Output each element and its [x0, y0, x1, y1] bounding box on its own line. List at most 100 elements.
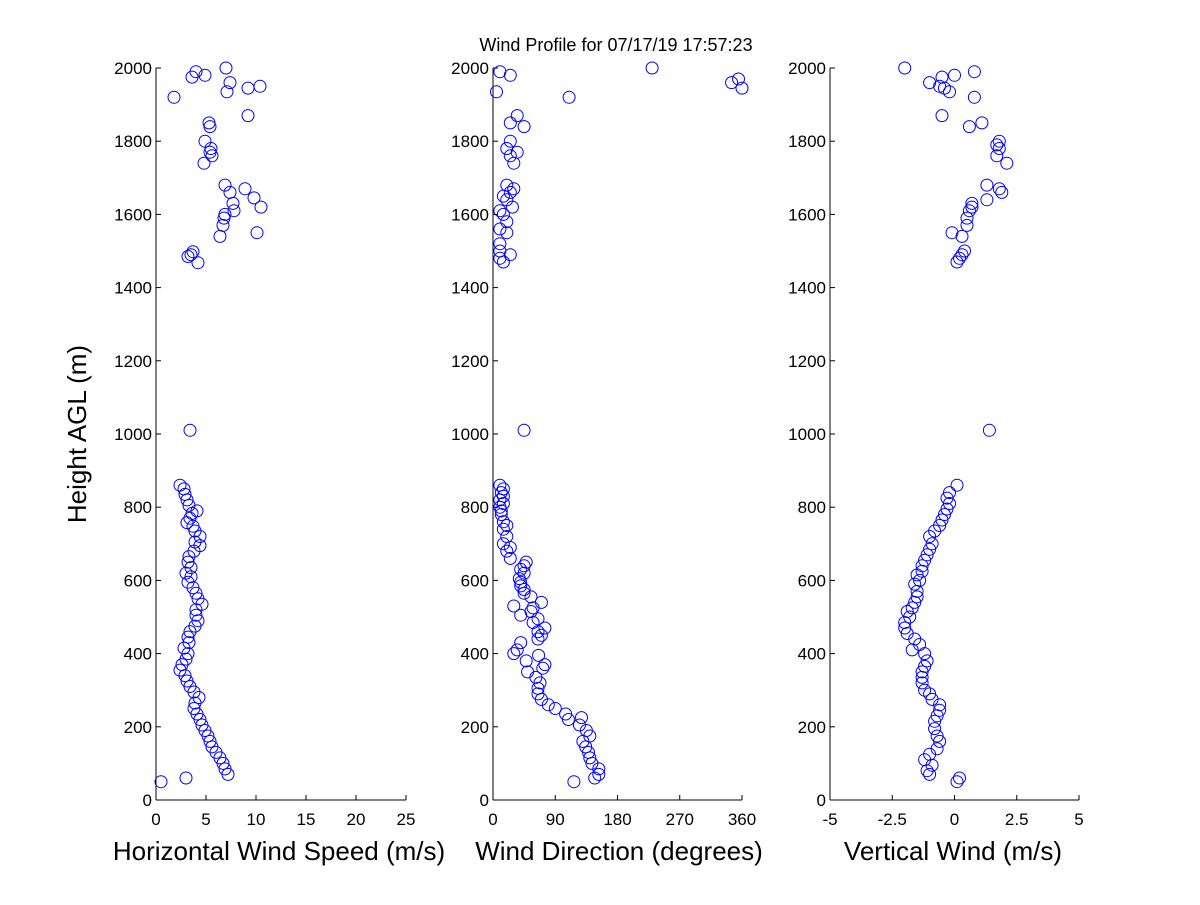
vertical-wind-data-point	[975, 116, 989, 130]
wind-direction-data-point	[517, 120, 531, 134]
vertical-wind-data-point	[903, 610, 917, 624]
vertical-wind-x-tick-label: -5	[822, 810, 837, 829]
horizontal-wind-speed-data-point	[198, 134, 212, 148]
vertical-wind-data-point	[925, 537, 939, 551]
wind-direction-data-point	[496, 522, 510, 536]
horizontal-wind-speed-data-point	[213, 229, 227, 243]
wind-direction-x-tick-label: 0	[488, 810, 497, 829]
horizontal-wind-speed-data-point	[223, 76, 237, 90]
wind-direction-data-point	[645, 61, 659, 75]
wind-direction-data-point	[567, 775, 581, 789]
vertical-wind-data-point	[930, 742, 944, 756]
wind-direction-y-tick-label: 400	[461, 645, 489, 664]
horizontal-wind-speed-data-point	[173, 478, 187, 492]
vertical-wind-data-point	[933, 519, 947, 532]
vertical-wind-y-tick-label: 1000	[788, 425, 826, 444]
wind-direction-y-tick-label: 2000	[451, 59, 489, 78]
wind-direction-y-tick-label: 1600	[451, 205, 489, 224]
vertical-wind-data-point	[933, 79, 947, 93]
vertical-wind-x-axis-label: Vertical Wind (m/s)	[844, 836, 1062, 866]
wind-direction-data-point	[531, 625, 545, 639]
wind-direction-data-point	[500, 215, 514, 229]
wind-direction-data-point	[514, 579, 528, 593]
wind-direction-x-tick-label: 270	[666, 810, 694, 829]
wind-direction-data-point	[494, 486, 508, 500]
vertical-wind-data-point	[930, 729, 944, 743]
wind-direction-data-point	[493, 222, 507, 236]
horizontal-wind-speed-data-point	[179, 771, 193, 785]
wind-direction-data-point	[500, 142, 514, 155]
horizontal-wind-speed-y-tick-label: 400	[124, 645, 152, 664]
vertical-wind-data-point	[920, 548, 934, 562]
vertical-wind-data-point	[928, 722, 942, 736]
vertical-wind-data-point	[995, 185, 1009, 199]
wind-direction-data-point	[519, 555, 533, 569]
wind-direction-x-tick-label: 360	[728, 810, 756, 829]
vertical-wind-data-point	[965, 200, 979, 214]
horizontal-wind-speed-x-tick-label: 25	[397, 810, 416, 829]
wind-direction-data-point	[725, 76, 739, 90]
wind-direction-data-point	[548, 702, 562, 715]
wind-direction-data-point	[507, 599, 521, 613]
horizontal-wind-speed-data-point	[250, 226, 264, 240]
vertical-wind-data-point	[953, 251, 966, 265]
wind-direction-y-tick-label: 1000	[451, 425, 489, 444]
wind-direction-data-point	[500, 530, 514, 543]
horizontal-wind-speed-x-axis-label: Horizontal Wind Speed (m/s)	[113, 836, 445, 866]
vertical-wind-data-point	[918, 659, 932, 673]
horizontal-wind-speed-data-point	[181, 630, 195, 644]
vertical-wind-data-point	[962, 120, 976, 134]
vertical-wind-data-point	[953, 771, 966, 785]
vertical-wind-y-tick-label: 2000	[788, 59, 826, 78]
wind-direction-data-point	[531, 612, 545, 626]
horizontal-wind-speed-panel: 0 200 400 600 800 1000 1200 1400 1600 1800 2000 0 5 1…	[113, 59, 445, 866]
vertical-wind-y-tick-label: 0	[817, 791, 826, 810]
horizontal-wind-speed-data-point	[205, 149, 219, 163]
wind-direction-y-tick-label: 0	[480, 791, 489, 810]
wind-direction-data-point	[517, 566, 531, 580]
vertical-wind-data-point	[960, 218, 974, 232]
wind-direction-data-point	[503, 116, 517, 130]
vertical-wind-data-point	[948, 68, 961, 82]
vertical-wind-y-tick-label: 1800	[788, 132, 826, 151]
wind-direction-y-tick-label: 600	[461, 571, 489, 590]
horizontal-wind-speed-data-point	[227, 204, 241, 218]
vertical-wind-y-tick-label: 800	[798, 498, 826, 517]
horizontal-wind-speed-y-tick-label: 1800	[114, 132, 152, 151]
vertical-wind-data-point	[915, 559, 929, 573]
horizontal-wind-speed-data-point	[218, 207, 232, 221]
horizontal-wind-speed-data-point	[218, 178, 232, 192]
wind-direction-data-point	[534, 628, 548, 642]
vertical-wind-x-tick-label: 5	[1074, 810, 1083, 829]
horizontal-wind-speed-data-point	[223, 185, 237, 199]
horizontal-wind-speed-data-point	[247, 191, 261, 205]
vertical-wind-data-point	[992, 134, 1006, 148]
wind-direction-data-point	[496, 189, 510, 203]
vertical-wind-data-point	[918, 683, 932, 697]
wind-direction-data-point	[500, 178, 514, 192]
vertical-wind-data-point	[940, 491, 954, 505]
vertical-wind-data-point	[967, 90, 981, 104]
wind-direction-data-point	[559, 707, 573, 721]
horizontal-wind-speed-x-tick-label: 10	[247, 810, 266, 829]
vertical-wind-data-point	[928, 714, 942, 728]
horizontal-wind-speed-data-point	[241, 81, 255, 95]
vertical-wind-data-point	[925, 692, 939, 706]
horizontal-wind-speed-data-point	[183, 423, 197, 437]
horizontal-wind-speed-data-point	[253, 79, 267, 93]
horizontal-wind-speed-data-point	[181, 250, 195, 263]
wind-direction-panel: 0 200 400 600 800 1000 1200 1400 1600 1800 2000 0 90…	[451, 59, 763, 866]
horizontal-wind-speed-data-point	[185, 70, 199, 84]
wind-direction-data-point	[496, 515, 510, 529]
wind-direction-data-point	[503, 551, 517, 565]
vertical-wind-data-point	[955, 248, 969, 262]
vertical-wind-y-tick-label: 1200	[788, 352, 826, 371]
vertical-wind-y-tick-label: 1600	[788, 205, 826, 224]
wind-direction-data-point	[531, 687, 545, 701]
vertical-wind-data-point	[910, 590, 924, 604]
vertical-wind-x-tick-label: 2.5	[1005, 810, 1029, 829]
vertical-wind-data-point	[923, 687, 937, 701]
wind-direction-x-tick-label: 90	[546, 810, 565, 829]
horizontal-wind-speed-y-tick-label: 1600	[114, 205, 152, 224]
wind-direction-data-point	[521, 665, 535, 679]
